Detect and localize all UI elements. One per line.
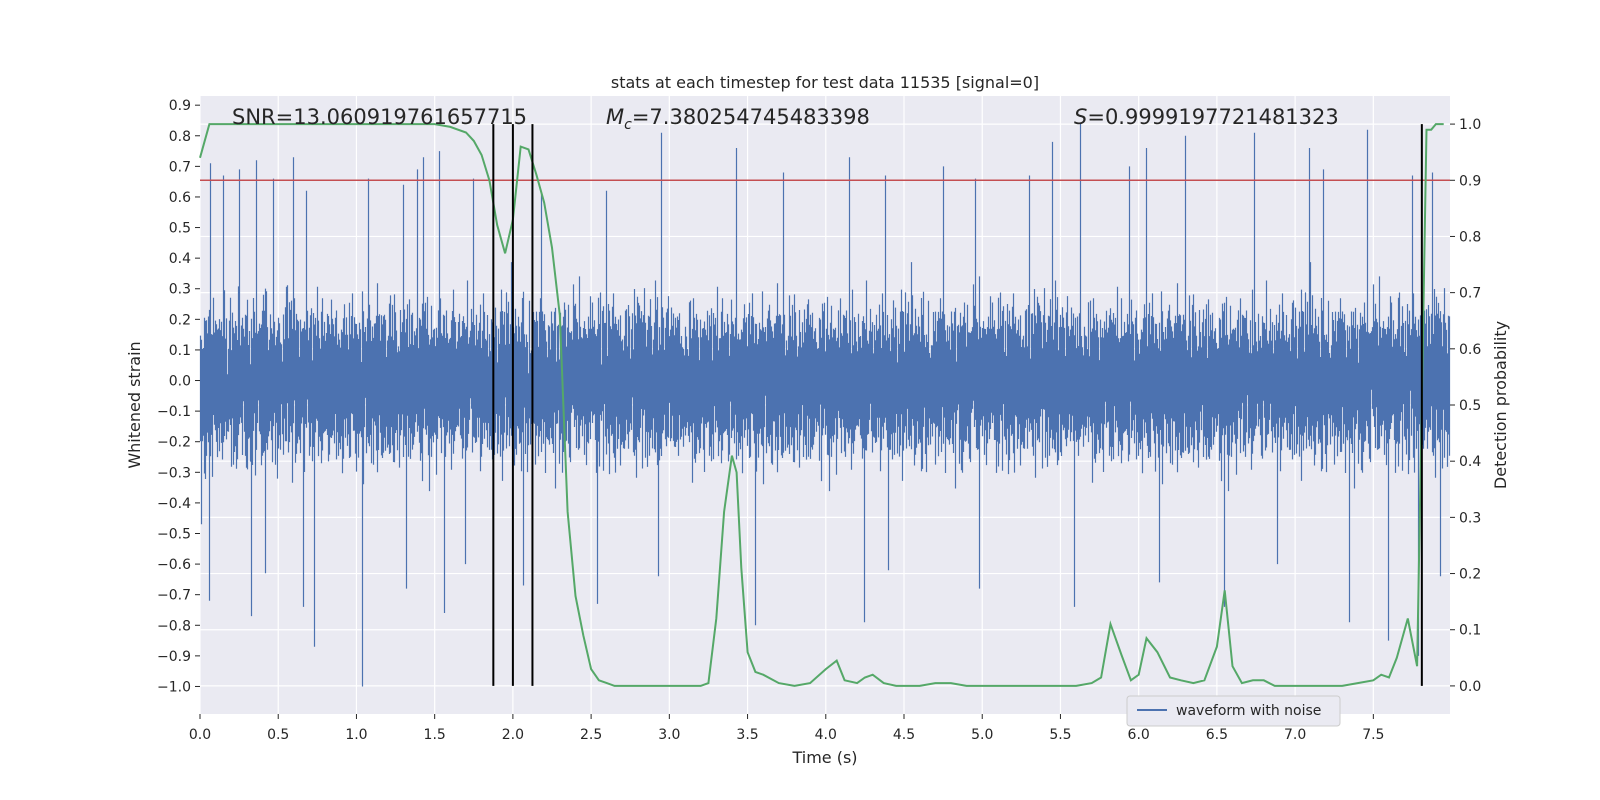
y-tick-label: −1.0 (157, 679, 191, 695)
y-tick-label: −0.3 (157, 465, 191, 481)
y2-tick-label: 0.6 (1459, 342, 1481, 358)
x-tick-label: 3.5 (736, 727, 758, 743)
y-tick-label: −0.7 (157, 588, 191, 604)
y-tick-label: 0.2 (169, 312, 191, 328)
y-tick-label: 0.5 (169, 221, 191, 237)
legend-box (1126, 695, 1341, 727)
y2-tick-label: 0.4 (1459, 454, 1481, 470)
chart-title: stats at each timestep for test data 115… (611, 73, 1039, 92)
y2-tick-label: 0.9 (1459, 173, 1481, 189)
x-tick-label: 7.5 (1362, 727, 1384, 743)
y-axis-label: Whitened strain (125, 341, 144, 468)
y-tick-label: 0.8 (169, 129, 191, 145)
waveform-series (199, 123, 1451, 687)
y-tick-label: 0.7 (169, 159, 191, 175)
vertical-markers (492, 124, 1423, 686)
y-tick-label: −0.2 (157, 435, 191, 451)
x-axis-ticks: 0.0 0.5 1.0 1.5 2.0 2.5 3.0 3.5 4.0 4.5 5.0 5.5 6.0 6… (189, 714, 1384, 743)
y-tick-label: 0.3 (169, 282, 191, 298)
significance-annotation: S=0.9999197721481323 (1074, 105, 1339, 129)
y-tick-label: −0.4 (157, 496, 191, 512)
waveform-line (199, 123, 1451, 687)
y-tick-label: −0.6 (157, 557, 191, 573)
x-axis-label: Time (s) (791, 748, 857, 767)
x-tick-label: 5.0 (971, 727, 993, 743)
probability-line (199, 123, 1444, 687)
snr-annotation: SNR=13.060919761657715 (232, 105, 527, 129)
y2-axis-ticks: 0.0 0.1 0.2 0.3 0.4 0.5 0.6 0.7 0.8 0.9 1.0 (1450, 117, 1481, 695)
probability-series (199, 123, 1444, 687)
y2-tick-label: 0.5 (1459, 398, 1481, 414)
x-tick-label: 0.0 (189, 727, 211, 743)
legend: waveform with noise (1126, 695, 1341, 727)
y2-tick-label: 1.0 (1459, 117, 1481, 133)
y-tick-label: 0.9 (169, 98, 191, 114)
y2-tick-label: 0.7 (1459, 286, 1481, 302)
x-tick-label: 2.0 (502, 727, 524, 743)
x-tick-label: 3.0 (658, 727, 680, 743)
y-tick-label: −0.5 (157, 526, 191, 542)
x-tick-label: 2.5 (580, 727, 602, 743)
y2-tick-label: 0.8 (1459, 229, 1481, 245)
y2-axis-label: Detection probability (1491, 321, 1510, 489)
y-tick-label: 0.0 (169, 374, 191, 390)
chirp-mass-value: =7.380254745483398 (632, 105, 870, 129)
y-tick-label: 0.4 (169, 251, 191, 267)
x-tick-label: 6.0 (1128, 727, 1150, 743)
x-tick-label: 7.0 (1284, 727, 1306, 743)
x-tick-label: 5.5 (1049, 727, 1071, 743)
significance-symbol: S (1074, 105, 1087, 129)
y-tick-label: −0.8 (157, 618, 191, 634)
x-tick-label: 4.5 (893, 727, 915, 743)
y2-tick-label: 0.1 (1459, 623, 1481, 639)
y2-tick-label: 0.3 (1459, 510, 1481, 526)
x-tick-label: 4.0 (815, 727, 837, 743)
legend-label: waveform with noise (1176, 703, 1321, 719)
significance-value: =0.9999197721481323 (1087, 105, 1338, 129)
y-axis-ticks: −1.0 −0.9 −0.8 −0.7 −0.6 −0.5 −0.4 −0.3 −0.2 −0.1… (157, 98, 200, 695)
y2-tick-label: 0.0 (1459, 679, 1481, 695)
y2-tick-label: 0.2 (1459, 567, 1481, 583)
y-tick-label: 0.1 (169, 343, 191, 359)
chirp-mass-annotation: Mc=7.380254745483398 (606, 105, 870, 133)
x-tick-label: 0.5 (267, 727, 289, 743)
chirp-mass-subscript: c (624, 117, 632, 133)
chirp-mass-symbol: M (606, 105, 624, 129)
x-tick-label: 1.5 (424, 727, 446, 743)
x-tick-label: 1.0 (345, 727, 367, 743)
y-tick-label: −0.9 (157, 649, 191, 665)
y-tick-label: −0.1 (157, 404, 191, 420)
y-tick-label: 0.6 (169, 190, 191, 206)
x-tick-label: 6.5 (1206, 727, 1228, 743)
